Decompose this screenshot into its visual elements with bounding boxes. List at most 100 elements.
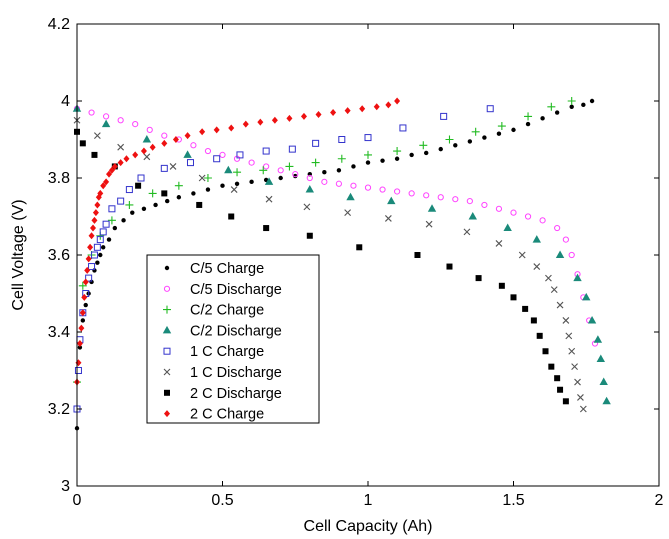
x-tick-label: 1.5: [502, 492, 524, 509]
data-point: [91, 216, 98, 224]
data-point: [440, 112, 448, 120]
data-point: [142, 135, 152, 143]
data-point: [242, 120, 249, 128]
data-point: [524, 112, 533, 121]
data-point: [88, 263, 96, 271]
data-point: [219, 151, 226, 158]
data-point: [90, 251, 98, 259]
data-point: [186, 159, 194, 167]
data-point: [82, 278, 89, 286]
data-point: [271, 116, 278, 124]
data-point: [336, 168, 342, 173]
data-point: [224, 165, 233, 174]
x-tick-label: 0: [73, 492, 82, 509]
data-point: [322, 170, 327, 175]
data-point: [213, 126, 220, 134]
data-point: [486, 105, 494, 113]
data-point: [248, 159, 255, 166]
data-point: [125, 200, 134, 209]
data-point: [91, 151, 98, 158]
y-tick-label: 3.8: [48, 170, 70, 187]
data-point: [117, 197, 125, 205]
y-tick-label: 4: [61, 93, 70, 110]
data-point: [423, 192, 430, 199]
series-2-c-discharge: [74, 128, 569, 405]
data-point: [525, 121, 531, 127]
data-point: [545, 274, 552, 282]
data-point: [228, 213, 235, 220]
data-point: [573, 273, 582, 282]
data-point: [130, 210, 135, 215]
data-point: [384, 215, 392, 222]
data-point: [78, 281, 87, 290]
data-point: [121, 218, 126, 223]
data-point: [475, 275, 482, 282]
data-point: [315, 110, 322, 118]
data-point: [548, 363, 555, 370]
data-point: [344, 209, 352, 217]
data-point: [293, 173, 298, 179]
data-point: [503, 223, 512, 232]
data-point: [338, 136, 346, 143]
data-point: [300, 112, 307, 120]
data-point: [92, 209, 99, 217]
data-point: [550, 286, 558, 294]
data-point: [547, 102, 556, 111]
data-point: [236, 151, 244, 159]
legend-item-2-c-discharge: 2 C Discharge: [164, 386, 282, 402]
data-point: [88, 109, 95, 116]
data-point: [78, 324, 85, 332]
y-axis-title: Cell Voltage (V): [10, 199, 27, 310]
data-point: [117, 117, 124, 124]
data-point: [106, 237, 112, 242]
data-point: [146, 126, 153, 133]
data-point: [204, 147, 212, 155]
data-point: [135, 182, 142, 189]
data-point: [399, 124, 407, 132]
data-point: [408, 190, 415, 197]
data-point: [364, 150, 372, 159]
data-point: [438, 146, 443, 152]
data-point: [599, 377, 608, 386]
data-point: [286, 114, 293, 122]
data-point: [264, 177, 274, 185]
legend: C/5 Charge C/5 Discharge C/2 Charge C/2 Dis…: [146, 254, 320, 424]
legend-item-c-2-discharge: C/2 Discharge: [162, 323, 282, 339]
data-point: [93, 132, 101, 140]
data-point: [556, 301, 564, 309]
data-point: [359, 105, 366, 113]
data-point: [107, 216, 116, 225]
data-point: [394, 97, 401, 105]
data-point: [596, 354, 605, 362]
legend-marker: [162, 325, 172, 334]
series-c-5-discharge: [73, 105, 599, 347]
data-point: [112, 225, 118, 231]
data-point: [321, 178, 328, 185]
data-point: [445, 135, 454, 144]
legend-marker: [164, 410, 170, 418]
data-point: [190, 142, 197, 149]
data-point: [393, 147, 402, 156]
data-point: [257, 118, 264, 126]
data-point: [103, 178, 110, 186]
y-tick-label: 3.2: [48, 401, 70, 418]
data-point: [169, 163, 177, 170]
series-2-c-charge: [74, 97, 401, 386]
data-point: [98, 252, 103, 258]
data-point: [106, 170, 113, 178]
series-1-c-charge: [73, 105, 494, 413]
data-point: [101, 119, 111, 128]
data-point: [160, 164, 168, 172]
data-point: [265, 195, 273, 203]
data-point: [230, 186, 238, 193]
data-point: [199, 128, 206, 136]
data-point: [562, 236, 569, 243]
data-point: [356, 244, 363, 251]
data-point: [83, 302, 88, 308]
x-tick-label: 1: [364, 492, 373, 509]
data-point: [306, 232, 313, 239]
data-point: [108, 166, 115, 174]
x-tick-label: 0.5: [211, 492, 233, 509]
data-point: [153, 202, 158, 208]
data-point: [565, 332, 573, 340]
